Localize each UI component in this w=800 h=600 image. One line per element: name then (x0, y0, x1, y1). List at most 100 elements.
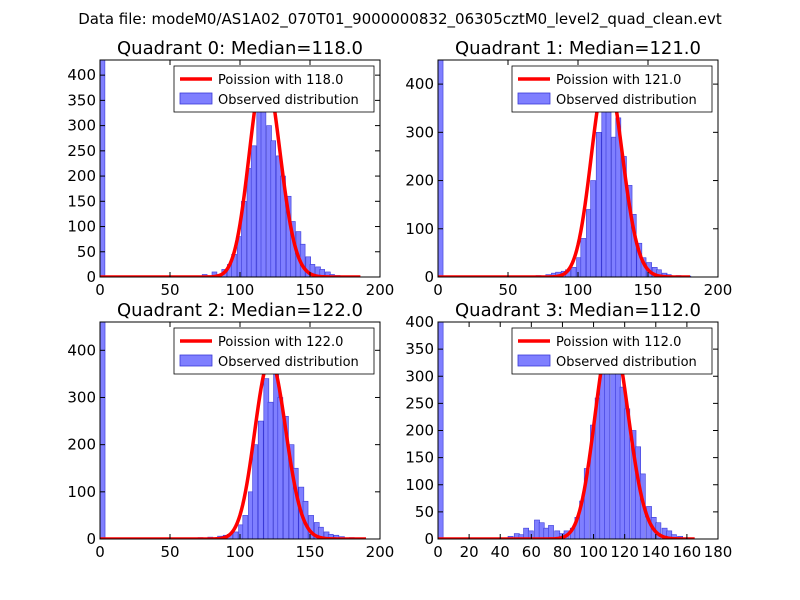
quadrant-3-ytick-label-5: 250 (405, 394, 434, 412)
quadrant-2-ytick-label-0: 0 (86, 530, 96, 548)
quadrant-0-xtick-label-0: 0 (95, 281, 105, 299)
quadrant-3-poisson-fit-line (438, 331, 695, 539)
quadrant-0-ytick-label-4: 200 (67, 167, 96, 185)
quadrant-0-ytick-label-0: 0 (86, 268, 96, 286)
quadrant-1-bar-11 (590, 180, 596, 277)
quadrant-0-plot-area (100, 60, 361, 277)
quadrant-0-legend-fit-label: Poission with 118.0 (218, 73, 343, 88)
quadrant-3-legend-fit-label: Poission with 112.0 (556, 335, 681, 350)
figure-suptitle: Data file: modeM0/AS1A02_070T01_90000008… (78, 10, 722, 29)
quadrant-1-title: Quadrant 1: Median=121.0 (455, 38, 701, 59)
quadrant-0-bar-10 (250, 145, 257, 277)
quadrant-3-bar-23 (619, 386, 626, 539)
quadrant-2-bar-6 (232, 531, 239, 539)
quadrant-2-bar-0 (100, 322, 106, 539)
quadrant-2-ytick-label-3: 300 (67, 388, 96, 406)
quadrant-0-xtick-label-1: 50 (160, 281, 179, 299)
quadrant-2-bar-16 (283, 416, 289, 539)
quadrant-3-title: Quadrant 3: Median=112.0 (455, 300, 701, 321)
quadrant-0-ytick-label-3: 150 (67, 192, 96, 210)
quadrant-0-ytick-label-6: 300 (67, 117, 96, 135)
quadrant-3-xtick-label-8: 160 (673, 543, 702, 561)
quadrant-1-xtick-label-0: 0 (433, 281, 443, 299)
quadrant-3-ytick-label-3: 150 (405, 449, 434, 467)
quadrant-3-xtick-label-1: 20 (460, 543, 479, 561)
quadrant-3-bar-6 (534, 519, 540, 539)
quadrant-1-ytick-label-0: 0 (424, 268, 434, 286)
quadrant-3-ytick-label-6: 300 (405, 367, 434, 385)
quadrant-0-ytick-label-5: 250 (67, 142, 96, 160)
quadrant-0-bar-22 (309, 264, 316, 277)
quadrant-0-xtick-label-2: 100 (226, 281, 255, 299)
quadrant-1-legend-hist-label: Observed distribution (556, 93, 697, 108)
quadrant-2-ytick-label-2: 200 (67, 436, 96, 454)
quadrant-1-bar-12 (595, 132, 602, 277)
quadrant-2-ytick-label-1: 100 (67, 483, 96, 501)
quadrant-2-ytick-label-4: 400 (67, 341, 96, 359)
quadrant-0-bar-24 (319, 269, 325, 277)
quadrant-2-title: Quadrant 2: Median=122.0 (117, 300, 363, 321)
quadrant-0-ytick-label-8: 400 (67, 66, 96, 84)
quadrant-1-legend-fit-label: Poission with 121.0 (556, 73, 681, 88)
quadrant-3-xtick-label-7: 140 (641, 543, 670, 561)
quadrant-3-xtick-label-6: 120 (610, 543, 639, 561)
quadrant-1-legend-bar-swatch (517, 92, 551, 105)
quadrant-2-xtick-label-1: 50 (160, 543, 179, 561)
quadrant-0-legend-bar-swatch (179, 92, 213, 105)
quadrant-1-bar-9 (580, 238, 587, 277)
quadrant-2-xtick-label-0: 0 (95, 543, 105, 561)
quadrant-2-poisson-fit-line (100, 357, 367, 539)
quadrant-0-ytick-label-2: 100 (67, 218, 96, 236)
quadrant-3-bar-9 (548, 525, 554, 539)
quadrant-1-ytick-label-4: 400 (405, 75, 434, 93)
quadrant-1-xtick-label-4: 200 (704, 281, 733, 299)
quadrant-2-xtick-label-2: 100 (226, 543, 255, 561)
quadrant-3-ytick-label-7: 350 (405, 340, 434, 358)
quadrant-1-xtick-label-3: 150 (634, 281, 663, 299)
quadrant-2-xtick-label-4: 200 (366, 543, 395, 561)
quadrant-0-panel: 0 50 100 150 200 0 50 100 150 200 250 300 350 400 Quad… (67, 38, 394, 299)
quadrant-3-bar-7 (538, 522, 545, 539)
quadrant-3-ytick-label-0: 0 (424, 530, 434, 548)
quadrant-0-poisson-fit-line (100, 68, 361, 277)
quadrant-2-bar-13 (267, 401, 274, 539)
quadrant-0-xtick-label-4: 200 (366, 281, 395, 299)
quadrant-3-xtick-label-3: 60 (522, 543, 541, 561)
quadrant-1-ytick-label-3: 300 (405, 123, 434, 141)
quadrant-3-legend-bar-swatch (517, 354, 551, 367)
quadrant-2-plot-area (100, 322, 367, 539)
quadrant-1-bar-0 (438, 60, 444, 277)
quadrant-3-xtick-label-5: 100 (579, 543, 608, 561)
quadrant-1-ytick-label-2: 200 (405, 172, 434, 190)
quadrant-0-title: Quadrant 0: Median=118.0 (117, 38, 363, 59)
quadrant-1-poisson-fit-line (438, 72, 691, 277)
quadrant-1-xtick-label-1: 50 (498, 281, 517, 299)
quadrant-2-xtick-label-3: 150 (296, 543, 325, 561)
quadrant-3-xtick-label-4: 80 (553, 543, 572, 561)
quadrant-3-panel: 0 20 40 60 80 100 120 140 160 1800501001502002503… (405, 300, 732, 561)
quadrant-2-legend-hist-label: Observed distribution (218, 355, 359, 370)
panels-group: 0 50 100 150 200050100150200250300350400Quad… (67, 38, 732, 561)
quadrant-3-legend-hist-label: Observed distribution (556, 355, 697, 370)
quadrant-0-ytick-label-7: 350 (67, 91, 96, 109)
quadrant-3-bar-22 (615, 370, 621, 539)
quadrant-3-xtick-label-0: 0 (433, 543, 443, 561)
quadrant-3-xtick-label-9: 180 (704, 543, 733, 561)
quadrant-2-legend-fit-label: Poission with 122.0 (218, 335, 343, 350)
quadrant-3-ytick-label-2: 100 (405, 476, 434, 494)
quadrant-1-ytick-label-1: 100 (405, 220, 434, 238)
quadrant-0-bar-14 (270, 140, 276, 277)
quadrant-3-ytick-label-4: 200 (405, 422, 434, 440)
quadrant-1-xtick-label-2: 100 (564, 281, 593, 299)
quadrant-2-bar-8 (242, 515, 249, 539)
quadrant-2-panel: 0 50 100 150 200 0 100 200 300 400 Quadrant 2: Med… (67, 300, 394, 561)
quadrant-1-panel: 0 50 100 150 200 0 100 200 300 400 Quadrant 1: Med… (405, 38, 732, 299)
quadrant-3-ytick-label-1: 50 (415, 503, 434, 521)
quadrant-3-bar-19 (599, 365, 606, 539)
quadrant-2-legend-bar-swatch (179, 354, 213, 367)
quadrant-2-bar-23 (318, 526, 324, 539)
quadrant-2-bar-10 (252, 444, 258, 539)
quadrant-0-bar-0 (100, 60, 106, 277)
quadrant-2-bar-11 (257, 420, 264, 539)
